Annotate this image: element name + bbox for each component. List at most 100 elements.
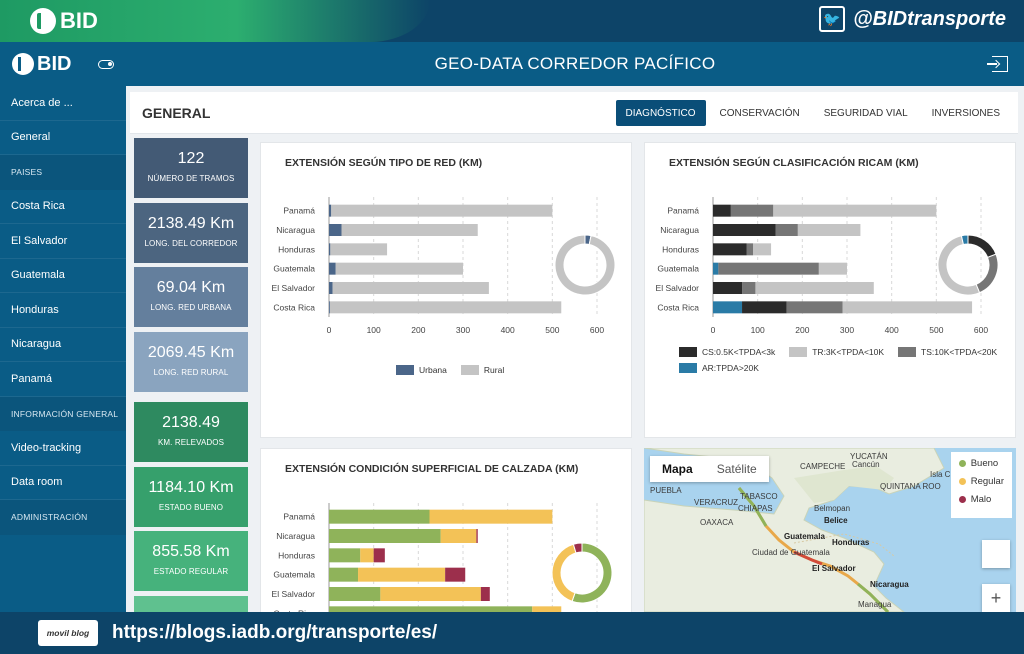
bar-rural-costa-rica[interactable] <box>329 301 562 314</box>
bar-cs-0-5k-tpda-3k-honduras[interactable] <box>713 243 747 256</box>
kpi-label: NÚMERO DE TRAMOS <box>147 174 235 183</box>
sidebar-item-data-room[interactable]: Data room <box>0 466 126 500</box>
footer-url[interactable]: https://blogs.iadb.org/transporte/es/ <box>112 622 438 643</box>
bar-bueno-panama[interactable] <box>329 509 430 524</box>
bar-ts-10k-tpda-20k-nicaragua[interactable] <box>775 224 798 236</box>
legend-item-urbana[interactable]: Urbana <box>396 365 447 375</box>
bar-rural-el-salvador[interactable] <box>332 282 489 294</box>
bar-cs-0-5k-tpda-3k-el-salvador[interactable] <box>713 282 743 294</box>
bar-regular-panama[interactable] <box>429 509 553 524</box>
bar-ts-10k-tpda-20k-el-salvador[interactable] <box>742 282 756 294</box>
bar-rural-nicaragua[interactable] <box>341 224 478 236</box>
sidebar-item-general[interactable]: General <box>0 121 126 155</box>
x-tick-label: 300 <box>456 325 470 335</box>
bar-tr-3k-tpda-10k-guatemala[interactable] <box>818 262 847 275</box>
map-label-oaxaca: OAXACA <box>700 518 734 527</box>
twitter-handle-text: @BIDtransporte <box>853 7 1006 30</box>
chart-legend: CS:0.5K<TPDA<3k TR:3K<TPDA<10K TS:10K<TPDA… <box>679 347 999 373</box>
legend-item-rural[interactable]: Rural <box>460 365 504 375</box>
bar-regular-nicaragua[interactable] <box>440 529 477 543</box>
sidebar-item-honduras[interactable]: Honduras <box>0 293 126 328</box>
bar-rural-guatemala[interactable] <box>335 262 463 275</box>
bar-rural-panama[interactable] <box>331 204 553 217</box>
sidebar-item-el-salvador[interactable]: El Salvador <box>0 224 126 259</box>
section-bar: GENERAL DIAGNÓSTICO CONSERVACIÓN SEGURIDAD… <box>130 92 1018 134</box>
bar-urbana-panama[interactable] <box>329 204 332 217</box>
kpi-card: 2138.49 KM. RELEVADOS <box>134 402 248 462</box>
bar-urbana-nicaragua[interactable] <box>329 224 342 236</box>
bar-urbana-costa-rica[interactable] <box>329 301 330 314</box>
bar-regular-costa-rica[interactable] <box>532 606 562 612</box>
bar-tr-3k-tpda-10k-nicaragua[interactable] <box>797 224 861 236</box>
map-tab-mapa[interactable]: Mapa <box>662 462 693 476</box>
bar-malo-nicaragua[interactable] <box>476 529 478 543</box>
bar-ar-tpda-20k-guatemala[interactable] <box>713 262 719 275</box>
corridor-map[interactable]: Mapa Satélite Bueno Regular Malo PUEBLA VER… <box>644 448 1016 612</box>
bar-bueno-nicaragua[interactable] <box>329 529 441 543</box>
kpi-value: 1184.10 Km <box>148 478 234 496</box>
sidebar-logo[interactable]: BID <box>12 53 71 76</box>
map-tab-satelite[interactable]: Satélite <box>716 462 757 476</box>
tab-seguridad-vial[interactable]: SEGURIDAD VIAL <box>823 107 908 119</box>
legend-dot <box>958 496 966 503</box>
bar-regular-el-salvador[interactable] <box>380 587 481 601</box>
sidebar-item-video-tracking[interactable]: Video-tracking <box>0 431 126 466</box>
zoom-in-button[interactable]: + <box>982 584 1010 612</box>
map-fullscreen-icon[interactable] <box>982 540 1010 568</box>
bar-ts-10k-tpda-20k-guatemala[interactable] <box>718 262 819 275</box>
legend-label: TR:3K<TPDA<10K <box>812 347 885 357</box>
bar-tr-3k-tpda-10k-honduras[interactable] <box>753 243 772 256</box>
bar-cs-0-5k-tpda-3k-panama[interactable] <box>713 204 731 217</box>
bar-cs-0-5k-tpda-3k-costa-rica[interactable] <box>742 301 787 314</box>
donut-slice-rural[interactable] <box>554 234 616 296</box>
tab-inversiones[interactable]: INVERSIONES <box>931 107 1000 119</box>
bid-logo-icon <box>30 8 56 34</box>
bar-bueno-el-salvador[interactable] <box>329 587 381 601</box>
legend-item-ar-tpda-20k[interactable]: AR:TPDA>20K <box>679 363 759 373</box>
bar-malo-honduras[interactable] <box>373 548 385 563</box>
bar-urbana-guatemala[interactable] <box>329 262 336 275</box>
donut-slice-cs-0-5k-tpda-3k[interactable] <box>967 234 997 259</box>
bar-tr-3k-tpda-10k-el-salvador[interactable] <box>755 282 874 294</box>
kpi-value: 122 <box>177 150 205 167</box>
bar-bueno-honduras[interactable] <box>329 548 361 563</box>
bar-ar-tpda-20k-costa-rica[interactable] <box>713 301 743 314</box>
bar-regular-honduras[interactable] <box>360 548 374 563</box>
donut-slice-malo[interactable] <box>572 542 583 554</box>
tab-diagnostico[interactable]: DIAGNÓSTICO <box>615 100 706 126</box>
bar-ts-10k-tpda-20k-costa-rica[interactable] <box>786 301 843 314</box>
bar-ts-10k-tpda-20k-honduras[interactable] <box>746 243 754 256</box>
bar-tr-3k-tpda-10k-costa-rica[interactable] <box>842 301 973 314</box>
sidebar-item-costa-rica[interactable]: Costa Rica <box>0 190 126 224</box>
bar-bueno-costa-rica[interactable] <box>329 606 533 612</box>
donut-slice-ar-tpda-20k[interactable] <box>960 234 969 246</box>
map-legend-label: Malo <box>970 494 992 505</box>
sidebar-item-nicaragua[interactable]: Nicaragua <box>0 328 126 362</box>
page-title: GEO-DATA CORREDOR PACÍFICO <box>434 54 716 73</box>
donut-slice-regular[interactable] <box>551 543 577 602</box>
sidebar-item-guatemala[interactable]: Guatemala <box>0 259 126 293</box>
sidebar-item-panama[interactable]: Panamá <box>0 362 126 397</box>
sidebar-toggle-icon[interactable] <box>98 59 114 69</box>
donut-slice-ts-10k-tpda-20k[interactable] <box>975 253 999 294</box>
bar-tr-3k-tpda-10k-panama[interactable] <box>773 204 937 217</box>
bar-rural-honduras[interactable] <box>330 243 388 256</box>
legend-label: Urbana <box>419 365 447 375</box>
tab-conservacion[interactable]: CONSERVACIÓN <box>719 107 800 119</box>
kpi-label: LONG. RED URBANA <box>150 303 232 312</box>
movil-blog-logo: movil blog <box>38 620 98 646</box>
bar-bueno-guatemala[interactable] <box>329 567 359 582</box>
bar-ts-10k-tpda-20k-panama[interactable] <box>730 204 774 217</box>
bar-malo-guatemala[interactable] <box>445 567 466 582</box>
sidebar-item-acerca-de[interactable]: Acerca de ... <box>0 86 126 121</box>
legend-item-ts-10k-tpda-20k[interactable]: TS:10K<TPDA<20K <box>898 347 997 357</box>
bar-urbana-honduras[interactable] <box>329 243 331 256</box>
bar-regular-guatemala[interactable] <box>358 567 446 582</box>
legend-item-cs-0-5k-tpda-3k[interactable]: CS:0.5K<TPDA<3k <box>679 347 775 357</box>
legend-dot <box>958 460 966 467</box>
legend-item-tr-3k-tpda-10k[interactable]: TR:3K<TPDA<10K <box>789 347 884 357</box>
bar-cs-0-5k-tpda-3k-nicaragua[interactable] <box>713 224 776 236</box>
bar-urbana-el-salvador[interactable] <box>329 282 333 294</box>
bar-malo-el-salvador[interactable] <box>480 587 490 601</box>
logout-icon[interactable] <box>987 56 1008 72</box>
